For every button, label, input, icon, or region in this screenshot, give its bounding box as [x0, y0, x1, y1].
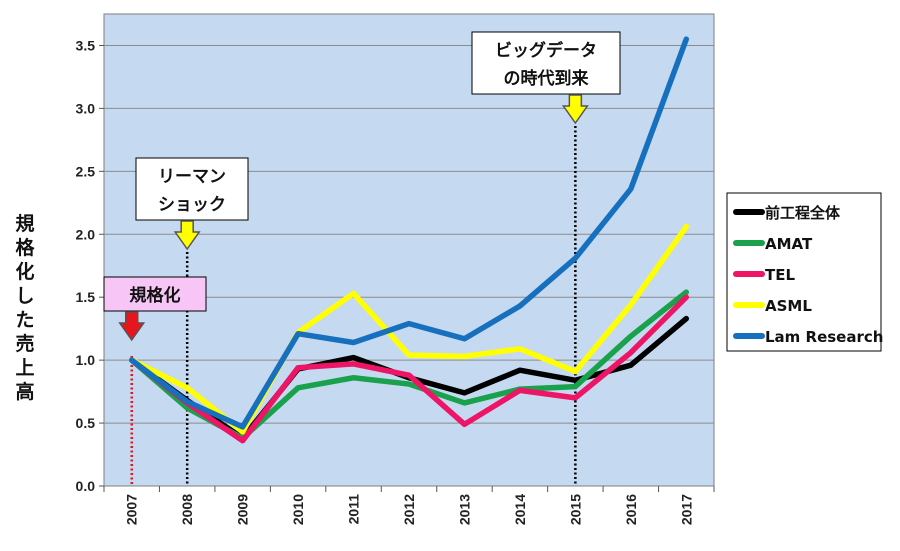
legend-label: AMAT: [765, 235, 813, 253]
x-tick-label: 2011: [346, 494, 362, 525]
series-line: [128, 36, 690, 430]
x-tick-label: 2013: [456, 494, 472, 525]
annotation-box: [135, 157, 249, 221]
annotation-arrow: [118, 311, 146, 342]
y-tick-label: 0.0: [76, 478, 96, 494]
event-lines: [130, 126, 577, 486]
annotation-text: 規格化: [130, 285, 181, 306]
annotation-arrow: [561, 94, 589, 125]
annotation-box: [103, 276, 207, 312]
y-tick-label: 1.0: [76, 352, 96, 368]
annotation-text: ビッグデータ: [495, 40, 597, 61]
annotation-text: の時代到来: [504, 68, 590, 89]
series-line: [128, 294, 690, 444]
y-tick-label: 3.5: [76, 37, 96, 53]
annotation-text: ショック: [158, 195, 226, 215]
y-tick-label: 3.0: [76, 100, 96, 116]
annotation-text: リーマン: [158, 167, 226, 187]
annotation-box: [471, 31, 621, 95]
y-tick-label: 1.5: [76, 289, 96, 305]
legend-label: ASML: [765, 297, 812, 315]
legend-label: TEL: [765, 266, 795, 284]
legend-label: Lam Research: [765, 328, 883, 346]
annotation-arrow: [173, 220, 201, 251]
x-tick-label: 2010: [290, 494, 306, 525]
legend-label: 前工程全体: [765, 204, 841, 222]
x-tick-label: 2008: [179, 494, 195, 525]
y-tick-label: 0.5: [76, 415, 96, 431]
y-axis-label: 規格化した売上高: [15, 213, 35, 403]
y-tick-label: 2.0: [76, 226, 96, 242]
axes: 0.0 0.5 1.0 1.5 2.0 2.5 3.0 3.5 2007 2008 2009 2010…: [76, 37, 715, 525]
legend: 前工程全体 AMAT TEL ASML Lam Research: [726, 192, 883, 352]
x-tick-label: 2007: [124, 494, 140, 525]
y-tick-label: 2.5: [76, 163, 96, 179]
x-tick-label: 2009: [235, 494, 251, 525]
x-tick-label: 2014: [512, 494, 528, 525]
series-lines: [128, 36, 690, 444]
x-tick-label: 2016: [623, 494, 639, 525]
x-tick-label: 2012: [401, 494, 417, 525]
x-tick-label: 2017: [678, 494, 694, 525]
x-tick-label: 2015: [567, 494, 583, 525]
